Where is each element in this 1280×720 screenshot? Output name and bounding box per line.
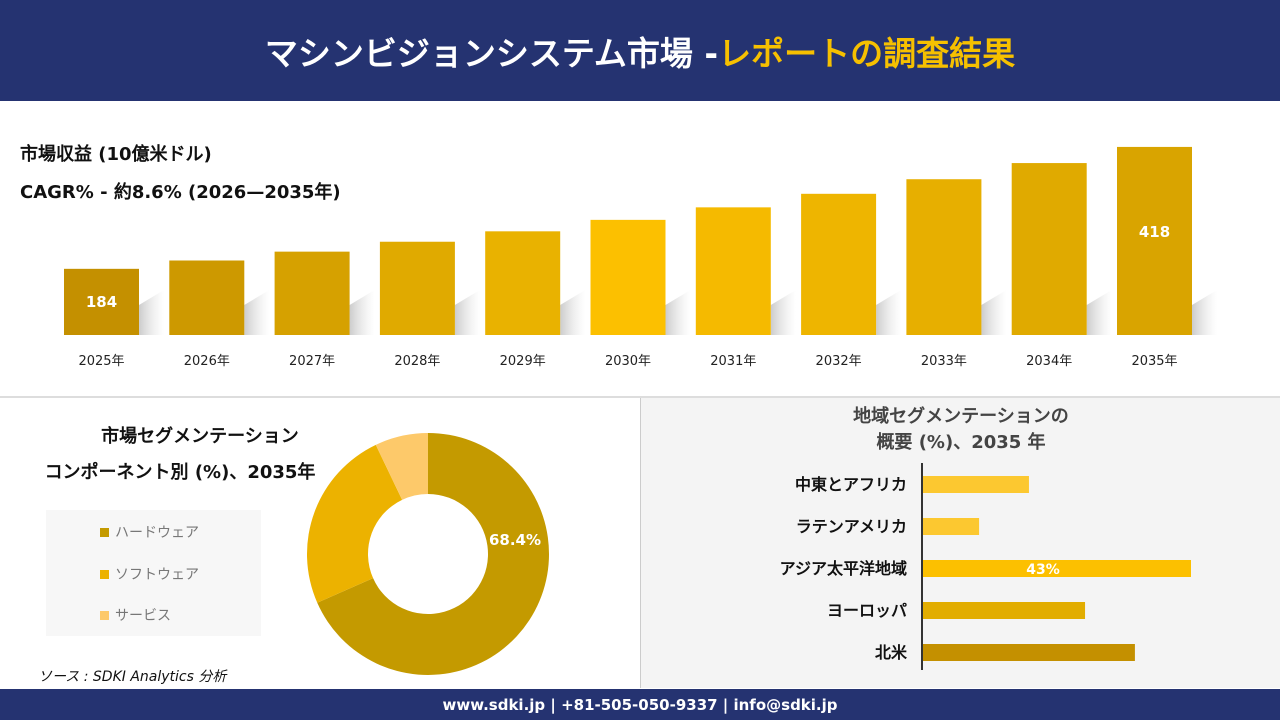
- header-banner: マシンビジョンシステム市場 - レポートの調査結果: [0, 0, 1280, 101]
- x-tick-label: 2027年: [289, 354, 335, 369]
- region-bar: [923, 476, 1029, 493]
- bar: [906, 179, 982, 335]
- bar: [169, 260, 245, 335]
- x-tick-label: 2034年: [1026, 354, 1072, 369]
- title-accent: レポートの調査結果: [718, 33, 1016, 73]
- legend-swatch: [100, 610, 109, 620]
- legend-item: サービス: [100, 605, 171, 625]
- region-bar: [923, 602, 1086, 619]
- bar-shadow: [1086, 290, 1112, 335]
- title-main: マシンビジョンシステム市場 -: [264, 33, 719, 73]
- bar-shadow: [665, 290, 691, 335]
- x-tick-label: 2033年: [921, 354, 967, 369]
- data-label: 184: [86, 293, 117, 311]
- bar: [64, 268, 139, 335]
- legend-label: サービス: [115, 608, 171, 624]
- region-title-2: 概要 (%)、2035 年: [876, 432, 1046, 453]
- region-label: ヨーロッパ: [827, 601, 907, 620]
- legend-swatch: [100, 527, 109, 537]
- legend-item: ソフトウェア: [100, 564, 199, 584]
- component-title-1: 市場セグメンテーション: [101, 426, 299, 447]
- bar-shadow: [454, 290, 480, 335]
- slice-label: 68.4%: [489, 531, 541, 549]
- bar: [1117, 146, 1192, 335]
- region-segment-panel: 地域セグメンテーションの 概要 (%)、2035 年 中東とアフリカ ラテンアメリ…: [640, 398, 1280, 688]
- x-tick-label: 2029年: [500, 354, 546, 369]
- cagr-subtitle: CAGR% - 約8.6% (2026—2035年): [20, 182, 341, 203]
- region-title: 地域セグメンテーションの 概要 (%)、2035 年: [641, 404, 1280, 456]
- bar-shadow: [244, 290, 270, 335]
- component-title-2: コンポーネント別 (%)、2035年: [44, 462, 316, 483]
- revenue-bar-chart: 2025年 184 2026年 2027年 2028年 2029年 2030年 2031年 20…: [64, 146, 1217, 369]
- region-label: アジア太平洋地域: [780, 559, 907, 578]
- x-tick-label: 2032年: [816, 354, 862, 369]
- data-label: 418: [1139, 223, 1170, 241]
- donut-slice: [317, 433, 550, 675]
- bar: [485, 231, 561, 335]
- donut-legend: ハードウェア ソフトウェア サービス: [46, 510, 261, 636]
- x-tick-label: 2035年: [1131, 354, 1177, 369]
- bar-shadow: [560, 290, 586, 335]
- bar: [274, 251, 350, 335]
- legend-label: ハードウェア: [115, 525, 199, 541]
- donut-slice: [375, 433, 428, 500]
- bar: [801, 193, 877, 335]
- region-label: 中東とアフリカ: [795, 475, 907, 494]
- region-bar: [923, 518, 980, 535]
- component-segment-panel: 市場セグメンテーション コンポーネント別 (%)、2035年 ハードウェア ソフ…: [0, 398, 640, 688]
- region-label: ラテンアメリカ: [796, 517, 907, 536]
- x-tick-label: 2025年: [78, 354, 124, 369]
- x-tick-label: 2031年: [710, 354, 756, 369]
- x-tick-label: 2026年: [184, 354, 230, 369]
- bar-shadow: [876, 290, 902, 335]
- footer-contact: www.sdki.jp | +81-505-050-9337 | info@sd…: [0, 689, 1280, 720]
- section-divider: [0, 396, 1280, 398]
- region-label: 北米: [875, 643, 908, 662]
- x-tick-label: 2028年: [394, 354, 440, 369]
- bar-shadow: [349, 290, 375, 335]
- bar: [590, 219, 666, 335]
- region-bar: [923, 560, 1191, 577]
- legend-item: ハードウェア: [100, 522, 199, 542]
- bar: [1011, 163, 1087, 335]
- bar-shadow: [770, 290, 796, 335]
- bar-shadow: [1192, 290, 1217, 335]
- bar: [379, 241, 455, 335]
- data-label: 43%: [1026, 562, 1060, 578]
- legend-swatch: [100, 569, 109, 579]
- x-tick-label: 2030年: [605, 354, 651, 369]
- region-bar: [923, 644, 1135, 661]
- legend-label: ソフトウェア: [115, 567, 199, 583]
- region-title-1: 地域セグメンテーションの: [853, 406, 1069, 427]
- bar: [695, 207, 771, 335]
- source-note: ソース : SDKI Analytics 分析: [38, 669, 227, 685]
- bar-shadow: [981, 290, 1007, 335]
- bar-shadow: [139, 290, 164, 335]
- revenue-title: 市場収益 (10億米ドル): [20, 144, 212, 165]
